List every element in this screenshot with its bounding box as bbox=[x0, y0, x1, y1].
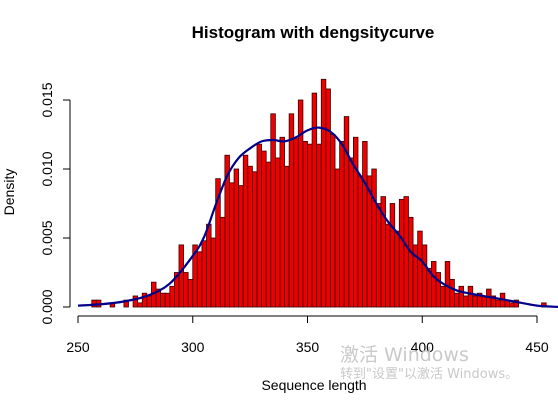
histogram-bar bbox=[417, 230, 423, 308]
histogram-bar bbox=[394, 230, 400, 308]
histogram-bar bbox=[297, 99, 304, 308]
histogram-bar bbox=[421, 244, 428, 308]
histogram-bar bbox=[178, 244, 184, 308]
histogram-bar bbox=[293, 138, 299, 308]
histogram-bar bbox=[164, 292, 171, 308]
y-tick-label: 0.015 bbox=[39, 82, 55, 117]
histogram-bar bbox=[196, 251, 203, 308]
histogram-bar bbox=[449, 278, 455, 308]
histogram-bar bbox=[339, 140, 345, 308]
histogram-bar bbox=[495, 299, 501, 308]
histogram-bar bbox=[311, 92, 318, 308]
histogram-bar bbox=[348, 157, 354, 308]
histogram-bar bbox=[270, 113, 276, 308]
histogram-bar bbox=[146, 295, 152, 308]
histogram-bar bbox=[509, 302, 515, 308]
histogram-bar bbox=[431, 261, 437, 308]
histogram-bar bbox=[187, 278, 194, 308]
histogram-bar bbox=[385, 223, 391, 308]
histogram-bar bbox=[288, 113, 295, 308]
histogram-bar bbox=[330, 134, 336, 308]
x-tick-label: 400 bbox=[411, 339, 435, 355]
histogram-bar bbox=[206, 223, 212, 308]
histogram-bar bbox=[265, 161, 272, 308]
histogram-bar bbox=[453, 292, 460, 308]
histogram-bar bbox=[467, 285, 474, 308]
histogram-bar bbox=[279, 136, 285, 308]
histogram-bar bbox=[201, 240, 207, 308]
histogram-bar bbox=[357, 175, 363, 308]
histogram-bar bbox=[256, 143, 263, 308]
x-axis-label: Sequence length bbox=[261, 377, 366, 393]
y-axis-label: Density bbox=[1, 169, 17, 216]
histogram-bar bbox=[375, 203, 382, 308]
x-tick-label: 300 bbox=[181, 339, 205, 355]
y-tick-label: 0.000 bbox=[39, 289, 55, 324]
histogram-bar bbox=[229, 182, 235, 308]
histogram-bar bbox=[242, 154, 249, 308]
histogram-bar bbox=[210, 237, 217, 308]
x-axis: 250 300 350 400 450 bbox=[66, 315, 549, 355]
histogram-bar bbox=[440, 285, 446, 308]
histogram-bar bbox=[219, 216, 226, 308]
histogram-bar bbox=[481, 295, 487, 308]
histogram-bar bbox=[233, 168, 240, 308]
density-curve-line bbox=[77, 126, 558, 309]
histogram-bar bbox=[334, 168, 341, 308]
histogram-bar bbox=[458, 285, 464, 308]
x-tick-label: 450 bbox=[525, 339, 549, 355]
histogram-bar bbox=[472, 295, 478, 308]
histogram-bar bbox=[274, 157, 281, 308]
histogram-bar bbox=[183, 272, 189, 308]
histogram-bar bbox=[513, 299, 520, 308]
histogram-bars bbox=[91, 78, 547, 308]
histogram-bar bbox=[325, 88, 331, 308]
histogram-bar bbox=[137, 302, 143, 308]
histogram-bar bbox=[408, 216, 414, 308]
y-axis: 0.000 0.005 0.010 0.015 bbox=[39, 82, 71, 325]
histogram-bar bbox=[389, 203, 396, 308]
x-tick-label: 250 bbox=[66, 339, 90, 355]
histogram-bar bbox=[169, 285, 175, 308]
histogram-bar bbox=[463, 295, 469, 308]
histogram-bar bbox=[403, 196, 409, 308]
histogram-bar bbox=[307, 143, 313, 308]
histogram-bar bbox=[252, 171, 258, 308]
histogram-bar bbox=[343, 116, 350, 308]
histogram-bar bbox=[132, 295, 139, 308]
histogram-bar bbox=[238, 185, 244, 308]
histogram-bar bbox=[261, 150, 267, 308]
histogram-bar bbox=[362, 140, 368, 308]
histogram-bar bbox=[284, 165, 290, 308]
histogram-bar bbox=[247, 165, 253, 308]
x-tick-label: 350 bbox=[296, 339, 320, 355]
histogram-bar bbox=[302, 140, 308, 308]
histogram-bar bbox=[316, 143, 322, 308]
histogram-bar bbox=[371, 168, 377, 308]
histogram-bar bbox=[352, 136, 359, 308]
density-curve-group bbox=[77, 126, 558, 309]
histogram-bar bbox=[320, 78, 327, 308]
chart-title: Histogram with dengsitycurve bbox=[192, 23, 435, 42]
y-tick-label: 0.005 bbox=[39, 220, 55, 255]
histogram-bar bbox=[160, 292, 166, 308]
y-tick-label: 0.010 bbox=[39, 151, 55, 186]
histogram-bar bbox=[435, 272, 442, 308]
histogram-bar bbox=[398, 198, 405, 308]
